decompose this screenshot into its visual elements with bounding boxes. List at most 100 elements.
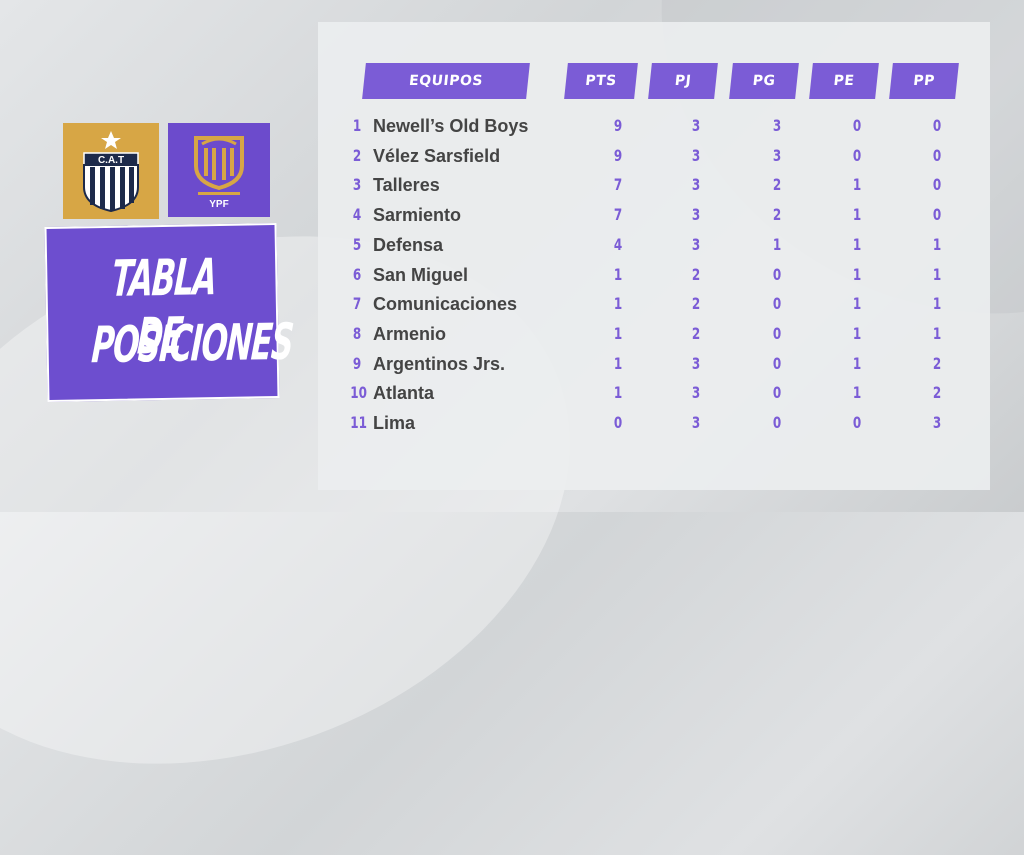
- table-row: 1 Newell’s Old Boys 9 3 3 0 0: [348, 112, 948, 140]
- title-banner: TABLA DE POSICIONES: [44, 222, 295, 403]
- table-row: 5 Defensa 4 3 1 1 1: [348, 231, 948, 259]
- cell-pe: 1: [852, 383, 862, 403]
- cell-pts: 1: [613, 264, 623, 284]
- ypf-badge-text: YPF: [209, 199, 228, 210]
- cell-pe: 1: [852, 234, 862, 254]
- cell-pp: 2: [932, 353, 942, 373]
- cell-pts: 9: [613, 145, 623, 165]
- cell-pg: 0: [772, 323, 782, 343]
- team-name: Talleres: [373, 175, 440, 196]
- position-number: 3: [352, 175, 362, 195]
- cell-pj: 3: [691, 383, 701, 403]
- cell-pp: 0: [932, 205, 942, 225]
- cell-pp: 0: [932, 116, 942, 135]
- cell-pj: 3: [691, 175, 701, 195]
- team-name: Argentinos Jrs.: [373, 353, 506, 374]
- cell-pts: 4: [613, 234, 623, 254]
- cell-pts: 1: [613, 353, 623, 373]
- cell-pg: 0: [772, 353, 782, 373]
- cell-pts: 9: [613, 116, 623, 135]
- talleres-shield-icon: C.A.T: [83, 131, 139, 213]
- position-number: 1: [352, 116, 362, 135]
- campeonato-ypf-logo: YPF: [168, 123, 270, 217]
- cell-pj: 3: [691, 234, 701, 254]
- table-row: 4 Sarmiento 7 3 2 1 0: [348, 201, 948, 229]
- cell-pg: 2: [772, 205, 782, 225]
- team-name: Newell’s Old Boys: [373, 116, 529, 136]
- cell-pg: 0: [772, 383, 782, 403]
- talleres-logo: C.A.T: [63, 123, 159, 219]
- cell-pts: 1: [613, 323, 623, 343]
- cell-pp: 2: [932, 383, 942, 403]
- position-number: 8: [352, 323, 362, 343]
- header-equipos: EQUIPOS: [362, 63, 530, 99]
- standings-panel: [318, 22, 990, 490]
- cell-pe: 1: [852, 294, 862, 314]
- cell-pts: 1: [613, 383, 623, 403]
- team-name: Armenio: [373, 323, 447, 344]
- cell-pp: 3: [932, 413, 942, 432]
- cell-pts: 0: [613, 413, 623, 432]
- team-name: Lima: [373, 413, 416, 433]
- trophy-shield-icon: YPF: [194, 136, 244, 210]
- cell-pts: 1: [613, 294, 623, 314]
- cell-pg: 0: [772, 294, 782, 314]
- cell-pg: 2: [772, 175, 782, 195]
- cell-pe: 0: [852, 116, 862, 135]
- position-number: 5: [352, 234, 362, 254]
- table-row: 8 Armenio 1 2 0 1 1: [348, 320, 948, 348]
- cell-pg: 0: [772, 413, 782, 432]
- cell-pe: 0: [852, 413, 862, 432]
- position-number: 7: [352, 294, 362, 314]
- position-number: 9: [352, 353, 362, 373]
- cell-pj: 3: [691, 413, 701, 432]
- table-row: 9 Argentinos Jrs. 1 3 0 1 2: [348, 350, 948, 378]
- header-pe: PE: [809, 63, 879, 99]
- cell-pe: 1: [852, 175, 862, 195]
- cell-pe: 1: [852, 264, 862, 284]
- table-row: 3 Talleres 7 3 2 1 0: [348, 171, 948, 199]
- position-number: 2: [352, 145, 362, 165]
- cat-badge-text: C.A.T: [98, 155, 124, 166]
- table-row: 7 Comunicaciones 1 2 0 1 1: [348, 290, 948, 318]
- header-pg: PG: [729, 63, 799, 99]
- table-row: 6 San Miguel 1 2 0 1 1: [348, 261, 948, 289]
- title-line-2: POSICIONES: [89, 312, 295, 375]
- team-name: Vélez Sarsfield: [373, 145, 501, 166]
- cell-pj: 3: [691, 145, 701, 165]
- team-name: Sarmiento: [373, 205, 462, 226]
- team-name: Defensa: [373, 234, 444, 255]
- cell-pe: 1: [852, 205, 862, 225]
- position-number: 4: [352, 205, 362, 225]
- cell-pp: 1: [932, 234, 942, 254]
- table-row: 2 Vélez Sarsfield 9 3 3 0 0: [348, 142, 948, 170]
- cell-pj: 3: [691, 353, 701, 373]
- cell-pj: 3: [691, 205, 701, 225]
- team-name: San Miguel: [373, 264, 469, 285]
- table-row: 11 Lima 0 3 0 0 3: [348, 409, 948, 437]
- cell-pj: 3: [691, 116, 701, 135]
- cell-pe: 0: [852, 145, 862, 165]
- cell-pj: 2: [691, 264, 701, 284]
- position-number: 10: [350, 383, 367, 403]
- cell-pp: 1: [932, 264, 942, 284]
- cell-pe: 1: [852, 353, 862, 373]
- team-name: Atlanta: [373, 383, 435, 404]
- cell-pg: 3: [772, 145, 782, 165]
- header-pts: PTS: [564, 63, 638, 99]
- cell-pp: 1: [932, 323, 942, 343]
- position-number: 11: [350, 413, 367, 432]
- cell-pts: 7: [613, 175, 623, 195]
- position-number: 6: [352, 264, 362, 284]
- cell-pp: 0: [932, 175, 942, 195]
- header-pj: PJ: [648, 63, 718, 99]
- header-pp: PP: [889, 63, 959, 99]
- cell-pts: 7: [613, 205, 623, 225]
- cell-pj: 2: [691, 294, 701, 314]
- cell-pe: 1: [852, 323, 862, 343]
- cell-pj: 2: [691, 323, 701, 343]
- cell-pg: 1: [772, 234, 782, 254]
- cell-pp: 0: [932, 145, 942, 165]
- table-row: 10 Atlanta 1 3 0 1 2: [348, 379, 948, 407]
- cell-pg: 0: [772, 264, 782, 284]
